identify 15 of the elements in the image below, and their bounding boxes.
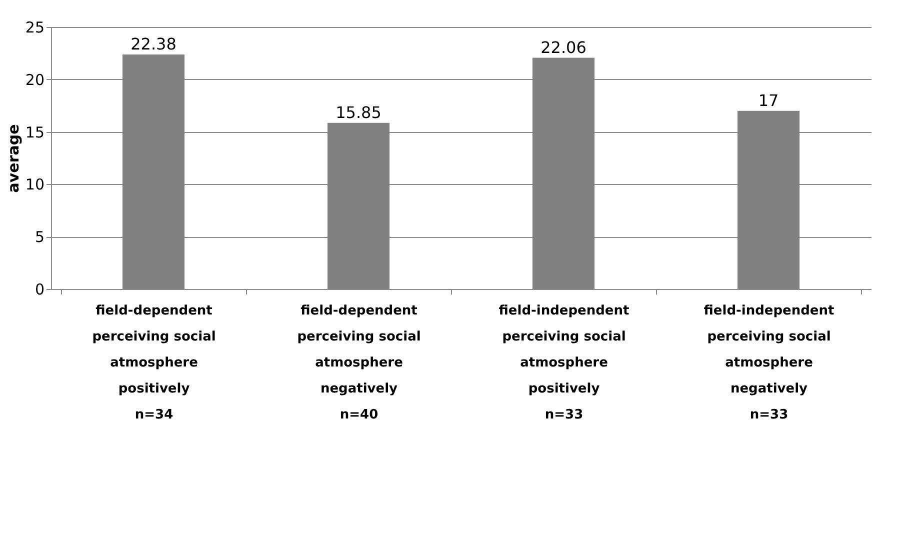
y-tick-label: 25 xyxy=(25,18,44,36)
data-label: 17 xyxy=(758,90,779,110)
x-tick-label: field-dependent perceiving social atmosphere negatively n=40 xyxy=(297,304,421,422)
y-tick-label: 20 xyxy=(25,70,44,89)
y-tick-label: 0 xyxy=(34,280,44,298)
data-label: 22.06 xyxy=(540,38,586,57)
y-tick-label: 5 xyxy=(34,228,44,246)
data-label: 15.85 xyxy=(336,102,382,122)
y-tick-label: 10 xyxy=(25,176,44,194)
y-axis-title: average xyxy=(4,124,22,193)
y-tick-label: 15 xyxy=(25,123,44,142)
x-tick-label: field-dependent perceiving social atmosphere positively n=34 xyxy=(92,304,216,422)
x-tick-label: field-independent perceiving social atmosphere positively n=33 xyxy=(498,304,630,422)
x-tick-label: field-independent perceiving social atmosphere negatively n=33 xyxy=(704,304,834,422)
data-label: 22.38 xyxy=(130,34,176,54)
